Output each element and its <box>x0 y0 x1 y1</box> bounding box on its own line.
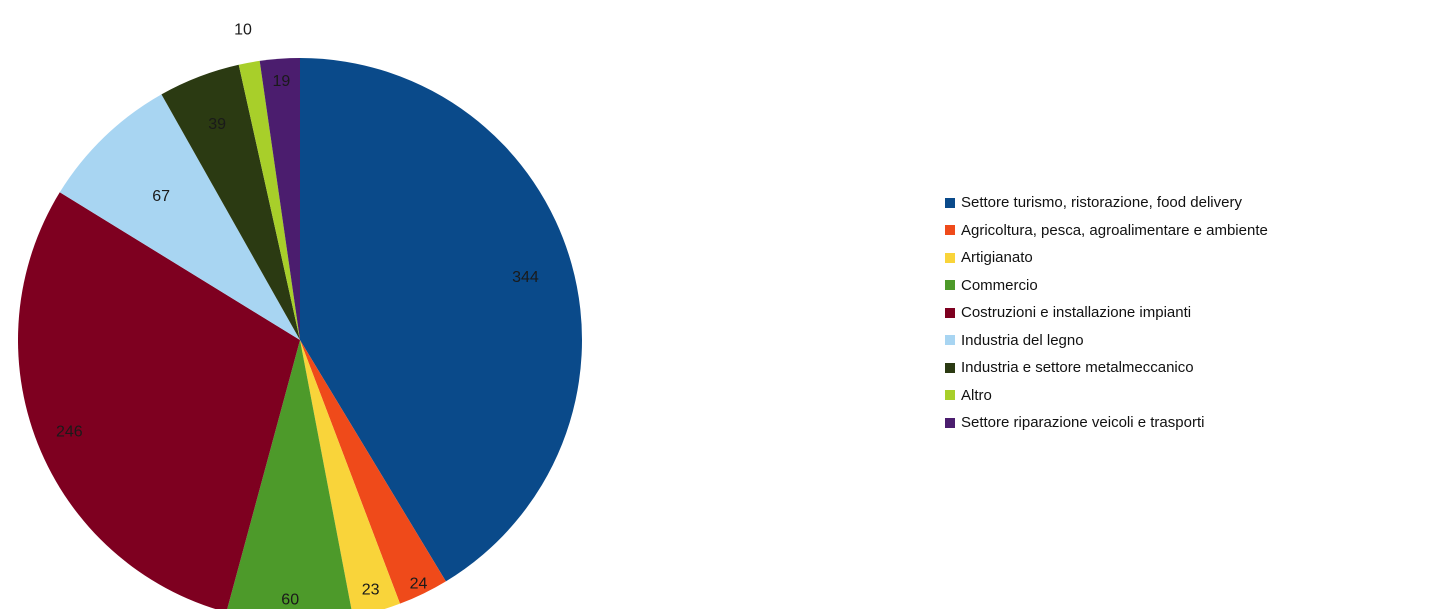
legend-label-riparazione: Settore riparazione veicoli e trasporti <box>961 414 1205 432</box>
pie-label-riparazione: 19 <box>273 73 291 90</box>
pie-label-costruzioni: 246 <box>56 423 83 440</box>
pie-slice-turismo <box>300 58 582 582</box>
legend-label-turismo: Settore turismo, ristorazione, food deli… <box>961 194 1242 212</box>
legend-item-altro: Altro <box>945 382 1268 410</box>
pie-slice-metalmeccanico <box>161 64 300 340</box>
legend-swatch-altro <box>945 390 955 401</box>
legend-label-altro: Altro <box>961 386 992 404</box>
pie-label-commercio: 60 <box>281 591 299 608</box>
legend: Settore turismo, ristorazione, food deli… <box>945 189 1268 437</box>
legend-swatch-legno <box>945 335 955 346</box>
pie-label-legno: 67 <box>152 188 170 205</box>
pie-label-altro: 10 <box>234 21 252 38</box>
legend-item-turismo: Settore turismo, ristorazione, food deli… <box>945 189 1268 217</box>
pie-slice-riparazione <box>259 58 300 340</box>
legend-swatch-commercio <box>945 280 955 291</box>
legend-item-artigianato: Artigianato <box>945 244 1268 272</box>
pie-slice-artigianato <box>300 340 400 609</box>
pie-label-metalmeccanico: 39 <box>208 116 226 133</box>
pie-chart: 344 24 23 60 246 67 39 10 19 <box>18 21 582 609</box>
legend-swatch-riparazione <box>945 417 955 428</box>
legend-label-commercio: Commercio <box>961 276 1038 294</box>
legend-item-metalmeccanico: Industria e settore metalmeccanico <box>945 354 1268 382</box>
legend-swatch-costruzioni <box>945 307 955 318</box>
legend-swatch-turismo <box>945 197 955 208</box>
pie-slice-commercio <box>227 340 352 609</box>
legend-label-costruzioni: Costruzioni e installazione impianti <box>961 304 1192 322</box>
legend-item-riparazione: Settore riparazione veicoli e trasporti <box>945 409 1268 437</box>
pie-label-turismo: 344 <box>512 269 539 286</box>
legend-swatch-agricoltura <box>945 225 955 236</box>
legend-label-artigianato: Artigianato <box>961 249 1033 267</box>
pie-slice-altro <box>238 60 300 340</box>
legend-item-legno: Industria del legno <box>945 327 1268 355</box>
legend-item-agricoltura: Agricoltura, pesca, agroalimentare e amb… <box>945 217 1268 245</box>
legend-swatch-artigianato <box>945 252 955 263</box>
pie-label-artigianato: 23 <box>362 582 380 599</box>
pie-slice-costruzioni <box>18 192 300 609</box>
legend-label-legno: Industria del legno <box>961 331 1084 349</box>
pie-slice-legno <box>59 94 301 341</box>
legend-label-agricoltura: Agricoltura, pesca, agroalimentare e amb… <box>961 221 1268 239</box>
pie-label-agricoltura: 24 <box>410 575 428 592</box>
legend-item-costruzioni: Costruzioni e installazione impianti <box>945 299 1268 327</box>
legend-label-metalmeccanico: Industria e settore metalmeccanico <box>961 359 1194 377</box>
legend-swatch-metalmeccanico <box>945 362 955 373</box>
legend-item-commercio: Commercio <box>945 272 1268 300</box>
pie-slice-agricoltura <box>300 340 446 604</box>
